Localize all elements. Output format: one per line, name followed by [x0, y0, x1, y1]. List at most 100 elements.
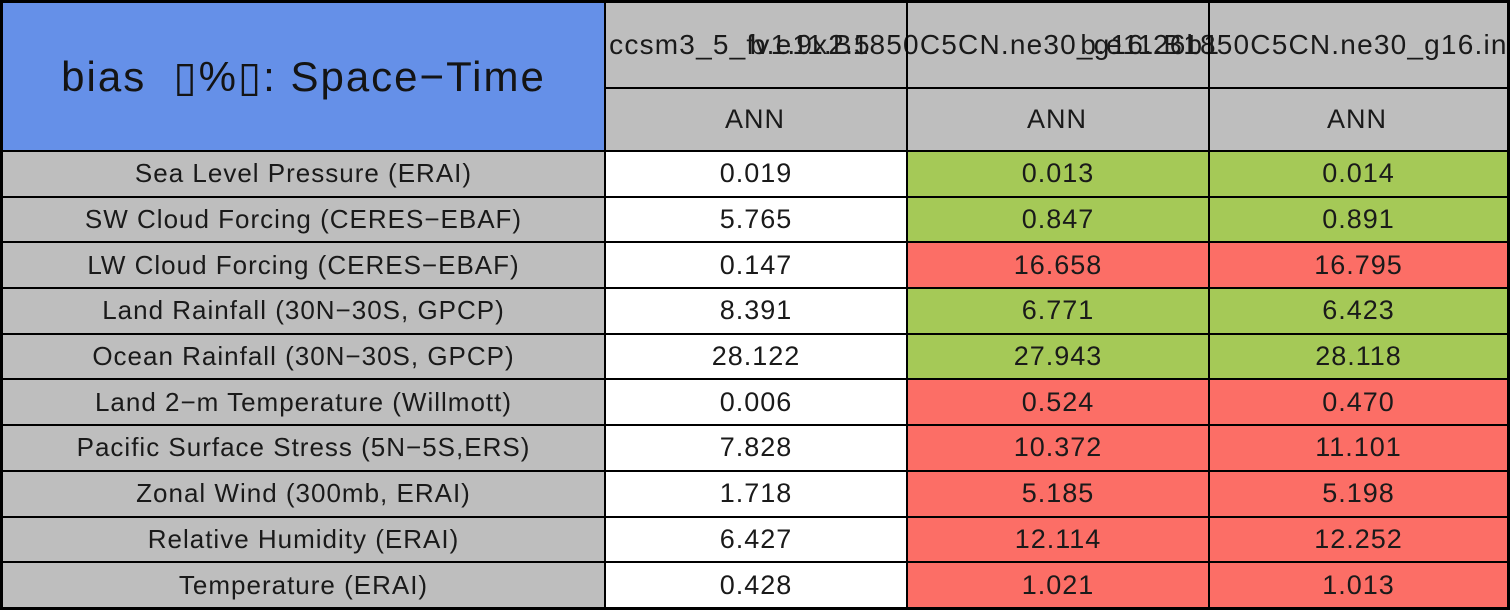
- value-cell-model-2: 16.658: [908, 243, 1210, 288]
- value-model-1: 1.718: [719, 478, 793, 509]
- value-cell-model-2: 10.372: [908, 426, 1210, 470]
- column-divider-line: [906, 3, 908, 150]
- value-model-1: 6.427: [719, 523, 793, 554]
- table-body: Sea Level Pressure (ERAI) 0.019 0.013 0.…: [3, 150, 1507, 607]
- value-cell-model-2: 0.013: [908, 152, 1210, 196]
- value-model-3: 16.795: [1314, 249, 1403, 280]
- row-label: Zonal Wind (300mb, ERAI): [136, 478, 471, 509]
- table-row: LW Cloud Forcing (CERES−EBAF) 0.147 16.6…: [3, 241, 1507, 288]
- value-cell-model-3: 11.101: [1210, 426, 1507, 470]
- table-row: SW Cloud Forcing (CERES−EBAF) 5.765 0.84…: [3, 195, 1507, 242]
- value-model-1: 8.391: [719, 295, 793, 326]
- table-row: Zonal Wind (300mb, ERAI) 1.718 5.185 5.1…: [3, 469, 1507, 516]
- value-model-2: 10.372: [1013, 432, 1103, 463]
- season-label-model-3: ANN: [1326, 104, 1388, 134]
- table-title-cell: bias ▯%▯: Space−Time: [3, 3, 606, 150]
- row-label-cell: Land 2−m Temperature (Willmott): [3, 380, 606, 425]
- table-title: bias ▯%▯: Space−Time: [61, 53, 546, 100]
- value-cell-model-3: 6.423: [1210, 289, 1507, 333]
- value-cell-model-2: 5.185: [908, 471, 1210, 516]
- value-cell-model-2: 6.771: [908, 289, 1210, 333]
- table-row: Sea Level Pressure (ERAI) 0.019 0.013 0.…: [3, 150, 1507, 196]
- value-model-1: 0.428: [719, 569, 793, 600]
- value-cell-model-3: 12.252: [1210, 517, 1507, 562]
- value-model-3: 12.252: [1314, 523, 1403, 554]
- row-label: Temperature (ERAI): [178, 569, 429, 600]
- value-cell-model-1: 6.427: [606, 517, 908, 562]
- table-header: bias ▯%▯: Space−Time ccsm3_5_fv1.9x2.5 b…: [3, 3, 1507, 150]
- row-label: Sea Level Pressure (ERAI): [134, 158, 473, 189]
- value-model-3: 0.470: [1322, 386, 1395, 417]
- value-cell-model-1: 0.006: [606, 380, 908, 425]
- table-row: Land 2−m Temperature (Willmott) 0.006 0.…: [3, 378, 1507, 425]
- value-cell-model-2: 0.524: [908, 380, 1210, 425]
- row-label-cell: Relative Humidity (ERAI): [3, 517, 606, 562]
- value-cell-model-3: 28.118: [1210, 334, 1507, 379]
- value-cell-model-2: 1.021: [908, 563, 1210, 607]
- season-label-model-1: ANN: [724, 104, 786, 134]
- column-divider-line: [1208, 3, 1210, 150]
- value-model-1: 7.828: [719, 432, 793, 463]
- value-cell-model-3: 0.014: [1210, 152, 1507, 196]
- value-model-2: 0.013: [1021, 158, 1095, 189]
- value-model-1: 0.147: [719, 249, 793, 280]
- value-model-3: 6.423: [1322, 295, 1395, 326]
- value-model-2: 16.658: [1013, 249, 1103, 280]
- row-label: SW Cloud Forcing (CERES−EBAF): [84, 204, 523, 235]
- value-cell-model-1: 0.428: [606, 563, 908, 607]
- value-cell-model-2: 27.943: [908, 334, 1210, 379]
- value-model-2: 5.185: [1021, 478, 1095, 509]
- value-cell-model-1: 5.765: [606, 197, 908, 242]
- value-cell-model-3: 1.013: [1210, 563, 1507, 607]
- value-cell-model-2: 0.847: [908, 197, 1210, 242]
- value-cell-model-1: 0.147: [606, 243, 908, 288]
- value-model-3: 0.891: [1322, 204, 1395, 235]
- value-model-1: 28.122: [711, 341, 801, 372]
- row-label-cell: SW Cloud Forcing (CERES−EBAF): [3, 197, 606, 242]
- value-model-3: 28.118: [1315, 341, 1402, 372]
- row-label: Relative Humidity (ERAI): [147, 523, 460, 554]
- row-label-cell: Pacific Surface Stress (5N−5S,ERS): [3, 426, 606, 470]
- value-model-1: 5.765: [719, 204, 793, 235]
- value-cell-model-1: 0.019: [606, 152, 908, 196]
- value-model-2: 12.114: [1014, 523, 1102, 554]
- table-row: Pacific Surface Stress (5N−5S,ERS) 7.828…: [3, 424, 1507, 470]
- row-label: Land 2−m Temperature (Willmott): [94, 386, 513, 417]
- row-label-cell: Land Rainfall (30N−30S, GPCP): [3, 289, 606, 333]
- value-model-1: 0.019: [719, 158, 793, 189]
- value-model-1: 0.006: [719, 386, 793, 417]
- column-header-model-2: b.e11.B1850C5CN.ne30_g16.26b1: [749, 29, 1221, 60]
- value-cell-model-3: 0.470: [1210, 380, 1507, 425]
- value-model-2: 1.021: [1021, 569, 1095, 600]
- row-label-cell: LW Cloud Forcing (CERES−EBAF): [3, 243, 606, 288]
- value-cell-model-1: 1.718: [606, 471, 908, 516]
- column-header-model-1: ccsm3_5_fv1.9x2.5: [609, 29, 871, 60]
- value-cell-model-3: 16.795: [1210, 243, 1507, 288]
- value-cell-model-1: 7.828: [606, 426, 908, 470]
- row-label-cell: Zonal Wind (300mb, ERAI): [3, 471, 606, 516]
- row-label: Ocean Rainfall (30N−30S, GPCP): [92, 341, 515, 372]
- value-cell-model-1: 8.391: [606, 289, 908, 333]
- value-model-3: 0.014: [1322, 158, 1395, 189]
- value-model-3: 11.101: [1315, 432, 1402, 463]
- row-label: LW Cloud Forcing (CERES−EBAF): [87, 249, 520, 280]
- header-row-divider-line: [604, 87, 1507, 89]
- value-cell-model-3: 5.198: [1210, 471, 1507, 516]
- row-label-cell: Sea Level Pressure (ERAI): [3, 152, 606, 196]
- table-row: Ocean Rainfall (30N−30S, GPCP) 28.122 27…: [3, 332, 1507, 379]
- value-model-2: 0.847: [1021, 204, 1095, 235]
- value-cell-model-3: 0.891: [1210, 197, 1507, 242]
- value-cell-model-2: 12.114: [908, 517, 1210, 562]
- row-label-cell: Temperature (ERAI): [3, 563, 606, 607]
- table-row: Land Rainfall (30N−30S, GPCP) 8.391 6.77…: [3, 287, 1507, 333]
- value-model-3: 5.198: [1322, 478, 1395, 509]
- value-model-3: 1.013: [1322, 569, 1395, 600]
- table-row: Temperature (ERAI) 0.428 1.021 1.013: [3, 561, 1507, 607]
- value-model-2: 0.524: [1021, 386, 1095, 417]
- value-model-2: 27.943: [1013, 341, 1103, 372]
- row-label-cell: Ocean Rainfall (30N−30S, GPCP): [3, 334, 606, 379]
- row-label: Pacific Surface Stress (5N−5S,ERS): [76, 432, 531, 463]
- column-header-model-3: b.e11.B1850C5CN.ne30_g16.in: [1080, 29, 1507, 60]
- season-label-model-2: ANN: [1026, 104, 1088, 134]
